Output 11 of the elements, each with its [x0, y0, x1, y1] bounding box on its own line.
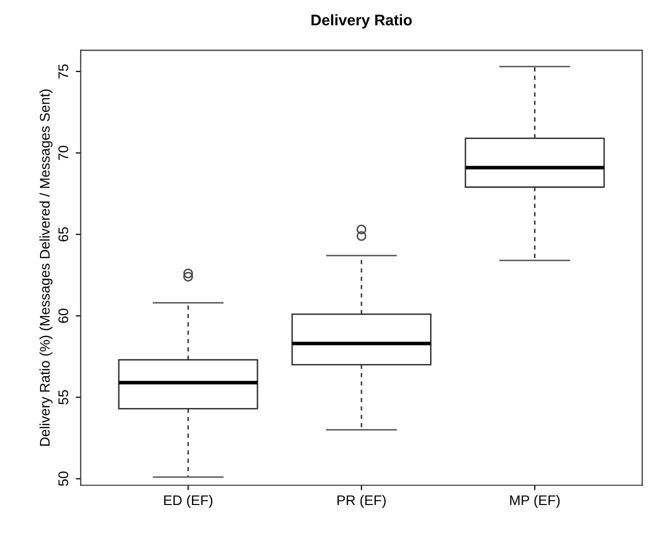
x-tick-label: MP (EF) [510, 494, 560, 508]
x-tick-label: ED (EF) [164, 494, 212, 508]
chart-title: Delivery Ratio [312, 14, 412, 28]
y-axis-title: Delivery Ratio (%) (Messages Delivered / Messages Sent) [40, 90, 52, 446]
y-tick-label: 75 [58, 64, 68, 78]
y-tick-label: 65 [58, 227, 68, 242]
y-tick-label: 70 [58, 146, 68, 160]
x-tick-label: PR (EF) [338, 494, 386, 508]
y-tick-label: 55 [58, 390, 68, 404]
y-tick-label: 60 [58, 308, 68, 323]
y-tick-label: 50 [58, 472, 68, 486]
